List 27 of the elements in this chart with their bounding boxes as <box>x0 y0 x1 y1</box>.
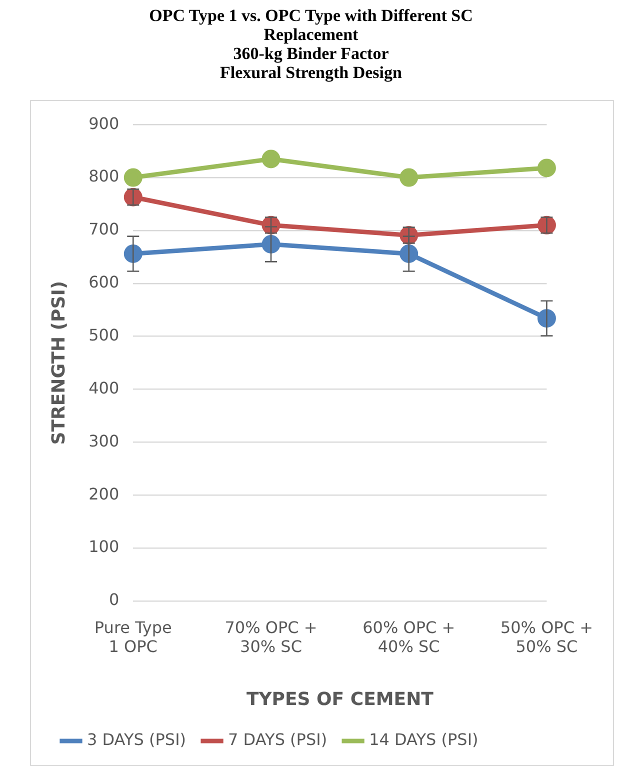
x-tick-label: 50% OPC + 50% SC <box>500 618 594 656</box>
legend-label: 7 DAYS (PSI) <box>228 730 328 750</box>
point <box>262 234 280 254</box>
y-tick-label: 400 <box>88 378 120 398</box>
y-axis-title: STRENGTH (PSI) <box>48 280 70 445</box>
point <box>262 150 280 168</box>
y-tick-label: 600 <box>88 272 120 292</box>
y-tick-label: 100 <box>88 537 120 556</box>
y-tick-label: 700 <box>88 220 120 239</box>
point <box>400 168 418 187</box>
legend-label: 14 DAYS (PSI) <box>369 730 478 750</box>
legend-label: 3 DAYS (PSI) <box>87 730 186 750</box>
chart-subtitle: 360-kg Binder Factor Flexural Strength Design <box>219 44 403 82</box>
x-tick-label: 60% OPC + 40% SC <box>362 618 456 656</box>
x-axis-title: TYPES OF CEMENT <box>246 688 434 710</box>
y-tick-label: 800 <box>88 166 120 186</box>
y-tick-label: 300 <box>88 431 120 450</box>
point <box>537 216 556 234</box>
x-tick-label: Pure Type 1 OPC <box>94 618 172 656</box>
point <box>537 158 556 178</box>
y-tick-label: 500 <box>88 325 120 344</box>
chart-title: OPC Type 1 vs. OPC Type with Different SC Replacement <box>148 6 474 44</box>
y-tick-label: 900 <box>88 114 120 133</box>
y-tick-label: 200 <box>88 484 120 504</box>
y-tick-label: 0 <box>108 590 120 610</box>
point <box>124 168 142 187</box>
x-tick-label: 70% OPC + 30% SC <box>224 618 318 656</box>
